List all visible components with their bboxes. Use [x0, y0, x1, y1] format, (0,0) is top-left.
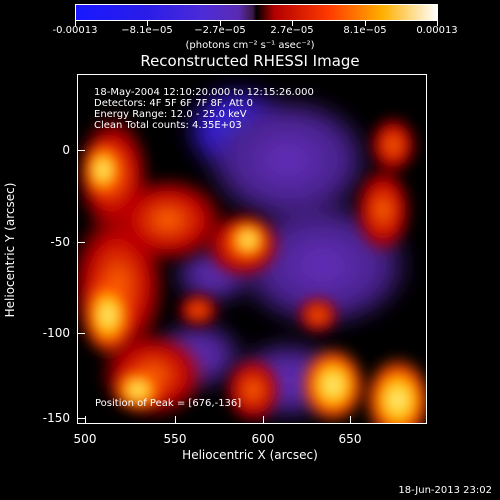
- x-tick-label: 550: [163, 432, 187, 446]
- colorbar-label: 8.1e−05: [343, 25, 387, 36]
- x-tick: [175, 416, 176, 424]
- x-tick: [263, 416, 264, 424]
- colorbar-tick: [365, 21, 366, 26]
- timestamp: 18-Jun-2013 23:02: [398, 485, 492, 496]
- rhessi-image: [78, 75, 426, 423]
- colorbar-units: (photons cm⁻² s⁻¹ asec⁻²): [185, 40, 315, 51]
- colorbar-tick: [437, 21, 438, 26]
- colorbar-tick: [220, 21, 221, 26]
- position-of-peak: Position of Peak = [676,-136]: [95, 398, 242, 409]
- colorbar: [75, 4, 438, 21]
- y-tick: [77, 333, 85, 334]
- x-axis-label: Heliocentric X (arcsec): [182, 448, 318, 462]
- y-tick: [77, 242, 85, 243]
- y-tick-label: 0: [62, 143, 70, 157]
- x-tick-label: 650: [338, 432, 362, 446]
- y-tick-label: -100: [42, 326, 70, 340]
- colorbar-tick: [147, 21, 148, 26]
- colorbar-tick: [75, 21, 76, 26]
- colorbar-label: 0.00013: [416, 25, 458, 36]
- x-tick-label: 500: [73, 432, 97, 446]
- y-tick-label: -150: [42, 411, 70, 425]
- y-tick: [77, 418, 85, 419]
- rhessi-image-plot: 18-May-2004 12:10:20.000 to 12:15:26.000…: [77, 74, 427, 424]
- info-energy: Energy Range: 12.0 - 25.0 keV: [94, 109, 247, 120]
- y-tick-label: -50: [50, 235, 70, 249]
- colorbar-label: 2.7e−05: [270, 25, 314, 36]
- x-tick: [85, 416, 86, 424]
- info-clean: Clean Total counts: 4.35E+03: [94, 120, 242, 131]
- x-tick-label: 600: [251, 432, 275, 446]
- info-time: 18-May-2004 12:10:20.000 to 12:15:26.000: [94, 87, 314, 98]
- colorbar-label: −8.1e−05: [121, 25, 173, 36]
- y-axis-label: Heliocentric Y (arcsec): [3, 182, 17, 318]
- page-title: Reconstructed RHESSI Image: [140, 52, 360, 70]
- colorbar-tick: [292, 21, 293, 26]
- y-tick: [77, 150, 85, 151]
- x-tick: [350, 416, 351, 424]
- info-detectors: Detectors: 4F 5F 6F 7F 8F, Att 0: [94, 98, 254, 109]
- colorbar-label: -0.00013: [52, 25, 98, 36]
- colorbar-label: −2.7e−05: [194, 25, 246, 36]
